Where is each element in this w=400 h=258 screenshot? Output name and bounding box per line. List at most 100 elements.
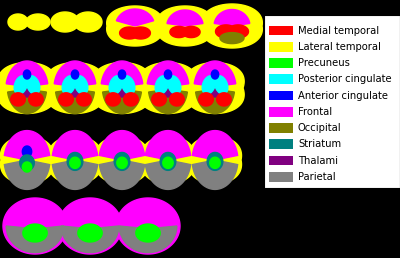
Polygon shape [170, 93, 184, 106]
Bar [270, 172, 292, 182]
Polygon shape [139, 62, 197, 114]
Polygon shape [202, 76, 216, 94]
Polygon shape [20, 155, 34, 171]
Polygon shape [199, 93, 213, 106]
Polygon shape [142, 136, 194, 184]
Polygon shape [216, 25, 236, 38]
Polygon shape [118, 70, 126, 79]
Polygon shape [117, 157, 127, 168]
Text: Posterior cingulate: Posterior cingulate [298, 74, 392, 84]
Polygon shape [26, 14, 50, 30]
Text: Anterior cingulate: Anterior cingulate [298, 91, 388, 101]
Polygon shape [8, 14, 28, 30]
Bar [270, 123, 292, 133]
Polygon shape [46, 62, 104, 114]
Polygon shape [192, 131, 238, 160]
Polygon shape [77, 93, 91, 106]
Polygon shape [122, 76, 135, 94]
Bar [270, 58, 292, 68]
Polygon shape [29, 93, 43, 106]
Polygon shape [188, 136, 242, 184]
Polygon shape [160, 79, 176, 97]
Polygon shape [101, 61, 143, 86]
Polygon shape [192, 160, 238, 189]
Polygon shape [54, 61, 96, 86]
Polygon shape [78, 224, 102, 242]
Polygon shape [202, 4, 262, 48]
Polygon shape [131, 27, 150, 39]
Bar [270, 26, 292, 35]
Polygon shape [22, 146, 32, 157]
Polygon shape [164, 70, 172, 79]
Polygon shape [4, 131, 50, 160]
Polygon shape [116, 198, 180, 254]
Text: Medial temporal: Medial temporal [298, 26, 379, 36]
Polygon shape [6, 61, 48, 86]
Text: Lateral temporal: Lateral temporal [298, 42, 381, 52]
Polygon shape [119, 226, 177, 253]
Polygon shape [19, 79, 35, 97]
Polygon shape [109, 76, 122, 94]
Bar [270, 74, 292, 84]
Polygon shape [149, 90, 187, 114]
Polygon shape [114, 152, 130, 170]
Polygon shape [114, 79, 130, 97]
Polygon shape [62, 76, 76, 94]
Polygon shape [182, 26, 200, 38]
Polygon shape [0, 62, 56, 114]
Polygon shape [67, 152, 83, 170]
Polygon shape [4, 160, 50, 189]
Polygon shape [61, 226, 119, 253]
Bar [270, 42, 292, 52]
Polygon shape [147, 61, 189, 86]
Polygon shape [155, 76, 168, 94]
Polygon shape [196, 90, 234, 114]
Polygon shape [207, 79, 223, 97]
Polygon shape [23, 224, 47, 242]
Polygon shape [168, 76, 181, 94]
Polygon shape [210, 157, 220, 168]
Text: Striatum: Striatum [298, 139, 341, 149]
Text: Occipital: Occipital [298, 123, 342, 133]
Polygon shape [71, 70, 79, 79]
Polygon shape [70, 157, 80, 168]
Polygon shape [48, 136, 102, 184]
Polygon shape [23, 70, 31, 79]
Polygon shape [52, 131, 98, 160]
Polygon shape [56, 90, 94, 114]
Polygon shape [194, 61, 236, 86]
Polygon shape [186, 62, 244, 114]
Polygon shape [170, 26, 188, 38]
Polygon shape [22, 162, 32, 172]
Polygon shape [59, 93, 73, 106]
Polygon shape [207, 152, 223, 170]
Polygon shape [14, 76, 28, 94]
Polygon shape [211, 70, 219, 79]
Polygon shape [3, 198, 67, 254]
Polygon shape [100, 131, 144, 160]
Bar [270, 156, 292, 165]
Polygon shape [52, 160, 98, 189]
Polygon shape [51, 12, 79, 32]
Polygon shape [228, 25, 248, 38]
Polygon shape [124, 93, 138, 106]
Polygon shape [26, 76, 40, 94]
Polygon shape [8, 90, 46, 114]
Polygon shape [100, 160, 144, 189]
Polygon shape [6, 226, 64, 253]
Polygon shape [146, 131, 190, 160]
Polygon shape [167, 10, 203, 26]
Polygon shape [217, 93, 231, 106]
Bar [270, 107, 292, 117]
Bar [270, 91, 292, 100]
Polygon shape [96, 136, 148, 184]
Polygon shape [160, 152, 176, 170]
Polygon shape [58, 198, 122, 254]
Polygon shape [214, 10, 250, 26]
Polygon shape [107, 6, 163, 46]
Polygon shape [157, 6, 213, 46]
Bar [270, 139, 292, 149]
Polygon shape [163, 157, 173, 168]
Polygon shape [136, 224, 160, 242]
Polygon shape [67, 79, 83, 97]
